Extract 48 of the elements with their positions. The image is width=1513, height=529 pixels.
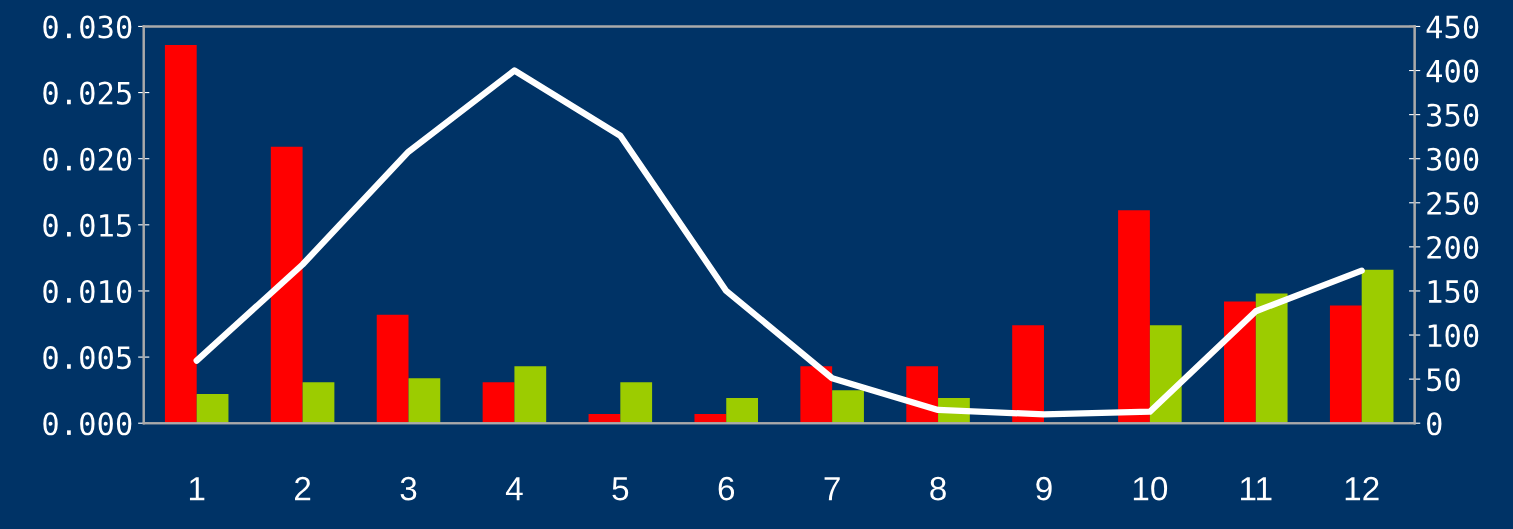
y2-tick-label: 100 [1428,324,1479,348]
y2-tick-label: 200 [1427,235,1479,259]
y2-tick-label: 400 [1426,59,1479,83]
bar [620,382,653,424]
y2-tick-label: 150 [1428,279,1479,304]
bar [832,390,864,424]
y-tick-label: 0.025 [43,81,131,105]
y2-tick-label: 250 [1427,191,1479,215]
bar [302,382,335,424]
x-tick-label: 10 [1133,476,1168,501]
bar [164,44,197,424]
y-tick-label: 0.015 [43,213,131,237]
bar [1224,301,1256,424]
bar [1255,293,1288,424]
bar [726,398,759,424]
x-tick-label: 11 [1241,477,1272,501]
x-tick-label: 5 [612,477,629,501]
bar [482,382,515,424]
x-tick-label: 7 [824,477,840,501]
y2-tick-label: 50 [1427,368,1460,392]
x-tick-label: 12 [1345,476,1379,501]
x-tick-label: 2 [295,476,311,501]
bar [514,366,547,424]
y-tick-label: 0.010 [43,279,132,304]
x-tick-label: 4 [505,477,523,501]
bar [1118,210,1150,424]
y2-tick-label: 300 [1427,147,1479,171]
bar [270,146,303,424]
bar [1361,269,1394,424]
y-tick-label: 0.005 [43,346,131,370]
x-tick-label: 6 [718,476,735,501]
y-tick-label: 0.030 [43,15,132,39]
x-tick-label: 3 [400,476,417,501]
bar [1329,305,1362,424]
x-tick-label: 1 [189,477,205,501]
bar [196,394,229,424]
bar [1012,325,1044,424]
bar [1149,325,1182,424]
bar [800,366,833,424]
y2-tick-label: 0 [1427,412,1442,436]
x-tick-label: 9 [1036,476,1052,501]
y2-tick-label: 450 [1426,15,1479,39]
x-tick-label: 8 [930,476,946,501]
y2-tick-label: 350 [1427,103,1479,127]
y-tick-label: 0.000 [43,412,132,436]
y-tick-label: 0.020 [43,147,132,171]
bar [408,378,441,424]
bar [376,314,409,424]
